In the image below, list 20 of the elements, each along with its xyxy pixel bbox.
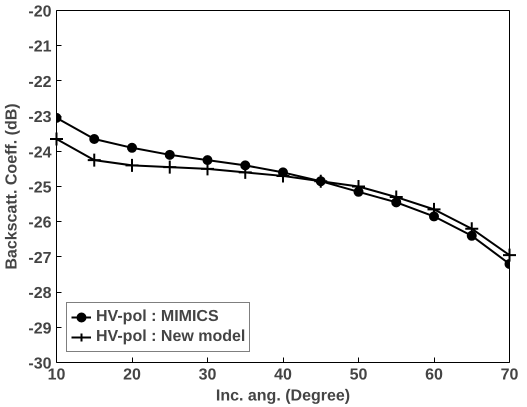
y-tick-label: -25	[28, 180, 52, 196]
x-tick-label: 60	[425, 366, 443, 384]
y-axis-title: Backscatt. Coeff. (dB)	[3, 103, 20, 270]
legend-label: HV-pol : MIMICS	[96, 308, 219, 326]
y-tick-label: -23	[28, 109, 52, 126]
y-tick-label: -22	[28, 74, 52, 91]
y-tick-label: -24	[28, 144, 52, 162]
y-tick-label: -27	[28, 250, 52, 267]
y-tick-label: -26	[28, 214, 52, 232]
x-tick-label: 40	[274, 366, 292, 384]
x-tick-label: 30	[198, 366, 216, 384]
y-tick-label: -21	[28, 38, 52, 56]
y-tick-label: -20	[28, 4, 52, 20]
legend-label: HV-pol : New model	[96, 328, 246, 346]
x-tick-label: 50	[350, 366, 368, 384]
x-tick-label: 70	[500, 366, 518, 384]
x-tick-label: 20	[123, 366, 141, 384]
x-axis-title: Inc. ang. (Degree)	[216, 388, 350, 404]
y-tick-label: -28	[28, 285, 52, 302]
y-tick-label: -29	[28, 320, 52, 338]
